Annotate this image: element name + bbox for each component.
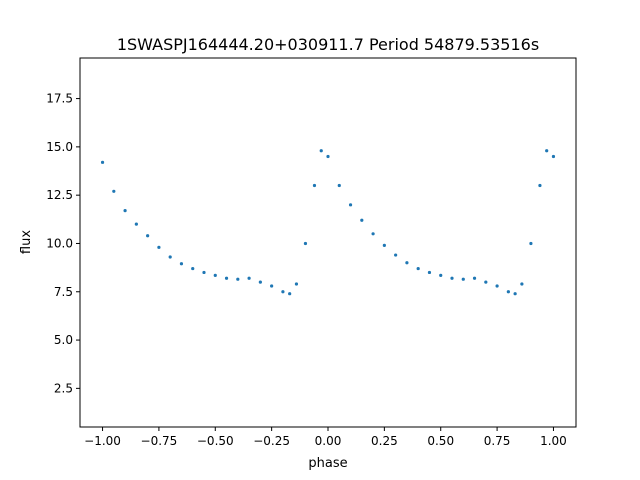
data-point	[123, 209, 127, 213]
data-point	[326, 154, 330, 159]
data-point	[520, 282, 524, 286]
y-tick-label: 12.5	[46, 188, 73, 202]
data-point	[529, 241, 533, 246]
x-tick-label: 0.50	[427, 434, 454, 448]
data-point	[461, 277, 465, 281]
data-point	[416, 266, 420, 271]
data-point	[258, 280, 262, 284]
data-point	[294, 282, 299, 286]
data-point	[312, 183, 317, 188]
data-point	[382, 243, 386, 247]
data-point	[551, 154, 556, 159]
data-point	[224, 276, 229, 280]
x-tick-label: −0.25	[253, 434, 290, 448]
data-point	[538, 183, 542, 188]
y-tick-label: 5.0	[54, 333, 73, 347]
chart-title: 1SWASPJ164444.20+030911.7 Period 54879.5…	[117, 35, 539, 54]
data-point	[506, 290, 510, 294]
data-points	[100, 149, 556, 296]
y-tick-label: 15.0	[46, 140, 73, 154]
x-tick-label: −1.00	[84, 434, 121, 448]
y-tick-label: 17.5	[46, 92, 73, 106]
data-point	[270, 284, 274, 288]
data-point	[394, 253, 398, 257]
y-tick-label: 2.5	[54, 381, 73, 395]
data-point	[450, 276, 454, 280]
x-axis-label: phase	[308, 456, 347, 471]
data-point	[288, 292, 292, 296]
plot-frame	[79, 57, 577, 428]
data-point	[146, 234, 150, 238]
data-point	[337, 183, 341, 188]
data-point	[191, 266, 195, 271]
y-tick-label: 7.5	[54, 285, 73, 299]
data-point	[213, 273, 217, 277]
data-point	[348, 203, 353, 207]
data-point	[247, 276, 251, 280]
data-point	[472, 276, 477, 280]
data-point	[112, 189, 116, 193]
y-axis-label: flux	[19, 230, 34, 254]
data-point	[303, 241, 308, 246]
data-point	[100, 160, 105, 164]
x-axis-ticks: −1.00 −0.75 −0.50 −0.25 0.00 0.25 0.50 0.75 1.00	[84, 427, 567, 448]
data-point	[371, 232, 375, 236]
data-point	[495, 284, 499, 288]
data-point	[405, 261, 409, 265]
data-point	[484, 280, 488, 284]
data-point	[236, 277, 240, 281]
data-point	[179, 262, 184, 266]
y-axis-ticks: 2.5 5.0 7.5 10.0 12.5 15.0 17.5	[46, 92, 80, 395]
data-point	[545, 149, 549, 153]
data-point	[319, 149, 323, 153]
x-tick-label: −0.75	[141, 434, 178, 448]
x-tick-label: 1.00	[540, 434, 567, 448]
data-point	[281, 290, 285, 294]
data-point	[360, 218, 364, 222]
data-point	[513, 292, 517, 296]
x-tick-label: −0.50	[197, 434, 234, 448]
data-point	[427, 270, 432, 275]
x-tick-label: 0.25	[371, 434, 398, 448]
data-point	[202, 270, 206, 275]
x-tick-label: 0.00	[315, 434, 342, 448]
data-point	[439, 273, 443, 277]
data-point	[168, 255, 172, 259]
data-point	[157, 245, 161, 249]
x-tick-label: 0.75	[484, 434, 511, 448]
y-tick-label: 10.0	[46, 236, 73, 250]
data-point	[134, 222, 138, 226]
